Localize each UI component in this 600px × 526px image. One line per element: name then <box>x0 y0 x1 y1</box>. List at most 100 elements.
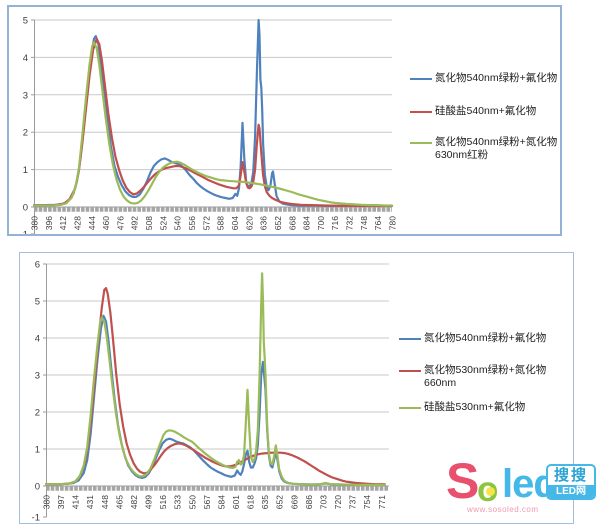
y-tick-label: 1 <box>23 165 28 176</box>
x-tick-label: 444 <box>87 216 97 230</box>
legend-label: 硅酸盐530nm+氟化物 <box>424 401 526 413</box>
legend-label: 氮化物540nm绿粉+氟化物 <box>424 332 547 344</box>
y-tick-label: 3 <box>23 90 28 101</box>
series-line-1 <box>44 286 386 486</box>
legend-label: 硅酸盐540nm+氟化物 <box>435 105 537 117</box>
x-tick-label: 584 <box>216 495 226 509</box>
y-tick-label: 5 <box>35 297 40 308</box>
x-tick-label: 533 <box>173 495 183 509</box>
watermark-badge-led-text: LED网 <box>548 485 594 498</box>
x-tick-label: 556 <box>187 216 197 230</box>
watermark-letter-s: S <box>446 453 480 509</box>
legend-entry-2: 氮化物540nm绿粉+氮化物 630nm红粉 <box>410 136 557 162</box>
legend-marker-icon <box>399 338 421 340</box>
x-tick-label: 567 <box>202 495 212 509</box>
y-tick-label: 4 <box>35 334 40 345</box>
x-tick-label: 720 <box>333 495 343 509</box>
watermark-badge: 搜搜 LED网 <box>546 464 596 500</box>
x-tick-label: 748 <box>359 216 369 230</box>
spectrum-chart-bottom: 6 5 4 3 2 1 0 -1 380 397 414 431 448 465 482 499 516 533 5… <box>19 252 574 524</box>
x-tick-label: 684 <box>302 216 312 230</box>
x-tick-label: 652 <box>273 216 283 230</box>
legend: 氮化物540nm绿粉+氟化物氮化物530nm绿粉+氮化物 660nm 硅酸盐530n… <box>399 332 546 414</box>
x-tick-label: 716 <box>330 216 340 230</box>
y-tick-label: 0 <box>23 203 28 214</box>
legend: 氮化物540nm绿粉+氟化物 硅酸盐540nm+氟化物氮化物540nm绿粉+氮化物… <box>410 72 557 162</box>
x-tick-label: 754 <box>362 495 372 509</box>
legend-entry-0: 氮化物540nm绿粉+氟化物 <box>399 332 546 345</box>
watermark-soled-logo: S o led 搜搜 LED网 www.sosoled.com <box>446 455 598 523</box>
x-tick-label: 635 <box>260 495 270 509</box>
x-tick-label: 380 <box>30 216 40 230</box>
x-tick-label: 428 <box>72 216 82 230</box>
x-tick-label: 397 <box>56 495 66 509</box>
legend-entry-2: 硅酸盐530nm+氟化物 <box>399 401 546 414</box>
x-tick-label: 448 <box>100 495 110 509</box>
x-tick-label: 380 <box>42 495 52 509</box>
x-tick-label: 618 <box>246 495 256 509</box>
y-tick-label: 2 <box>23 128 28 139</box>
x-tick-label: 700 <box>316 216 326 230</box>
legend-label: 氮化物540nm绿粉+氟化物 <box>435 72 558 84</box>
x-tick-label: 499 <box>144 495 154 509</box>
legend-entry-0: 氮化物540nm绿粉+氟化物 <box>410 72 557 85</box>
y-tick-label: 4 <box>23 53 28 64</box>
legend-entry-1: 氮化物530nm绿粉+氮化物 660nm <box>399 364 546 390</box>
x-tick-label: 588 <box>216 216 226 230</box>
y-tick-label: 1 <box>35 445 40 456</box>
x-tick-label: 604 <box>230 216 240 230</box>
series-line-0 <box>32 18 394 207</box>
x-tick-label: 412 <box>58 216 68 230</box>
x-tick-label: 492 <box>130 216 140 230</box>
legend-entry-1: 硅酸盐540nm+氟化物 <box>410 105 557 118</box>
legend-label: 氮化物530nm绿粉+氮化物 660nm <box>424 364 547 389</box>
y-tick-label: -1 <box>20 230 28 235</box>
x-tick-label: 669 <box>289 495 299 509</box>
x-tick-label: 396 <box>44 216 54 230</box>
x-tick-label: 771 <box>377 495 387 509</box>
x-tick-label: 508 <box>144 216 154 230</box>
x-tick-label: 652 <box>275 495 285 509</box>
legend-marker-icon <box>410 142 432 144</box>
series-line-2 <box>44 272 386 486</box>
x-tick-label: 620 <box>244 216 254 230</box>
x-tick-label: 732 <box>345 216 355 230</box>
x-tick-label: 460 <box>101 216 111 230</box>
y-tick-label: 6 <box>35 260 40 271</box>
x-tick-label: 764 <box>373 216 383 230</box>
x-tick-label: 572 <box>201 216 211 230</box>
watermark-badge-cn-text: 搜搜 <box>553 467 588 484</box>
legend-marker-icon <box>399 407 421 409</box>
legend-label: 氮化物540nm绿粉+氮化物 630nm红粉 <box>435 136 558 161</box>
x-tick-label: 431 <box>85 495 95 509</box>
x-tick-label: 524 <box>158 216 168 230</box>
legend-marker-icon <box>410 111 432 113</box>
x-tick-label: 703 <box>318 495 328 509</box>
y-tick-label: 5 <box>23 16 28 27</box>
y-tick-label: -1 <box>32 513 40 524</box>
y-tick-label: 2 <box>35 408 40 419</box>
x-tick-label: 601 <box>231 495 241 509</box>
series-line-1 <box>32 37 394 207</box>
y-tick-label: 0 <box>35 482 40 493</box>
x-tick-label: 465 <box>114 495 124 509</box>
x-tick-label: 482 <box>129 495 139 509</box>
watermark-bulb-icon <box>486 487 495 496</box>
x-tick-label: 414 <box>71 495 81 509</box>
legend-marker-icon <box>399 370 421 372</box>
x-tick-label: 636 <box>259 216 269 230</box>
x-tick-label: 737 <box>348 495 358 509</box>
watermark-url: www.sosoled.com <box>467 505 539 514</box>
legend-marker-icon <box>410 78 432 80</box>
y-tick-label: 3 <box>35 371 40 382</box>
x-tick-label: 686 <box>304 495 314 509</box>
x-tick-label: 476 <box>115 216 125 230</box>
x-tick-label: 540 <box>173 216 183 230</box>
x-tick-label: 516 <box>158 495 168 509</box>
series-line-2 <box>32 41 394 207</box>
x-tick-label: 550 <box>187 495 197 509</box>
x-tick-label: 668 <box>287 216 297 230</box>
